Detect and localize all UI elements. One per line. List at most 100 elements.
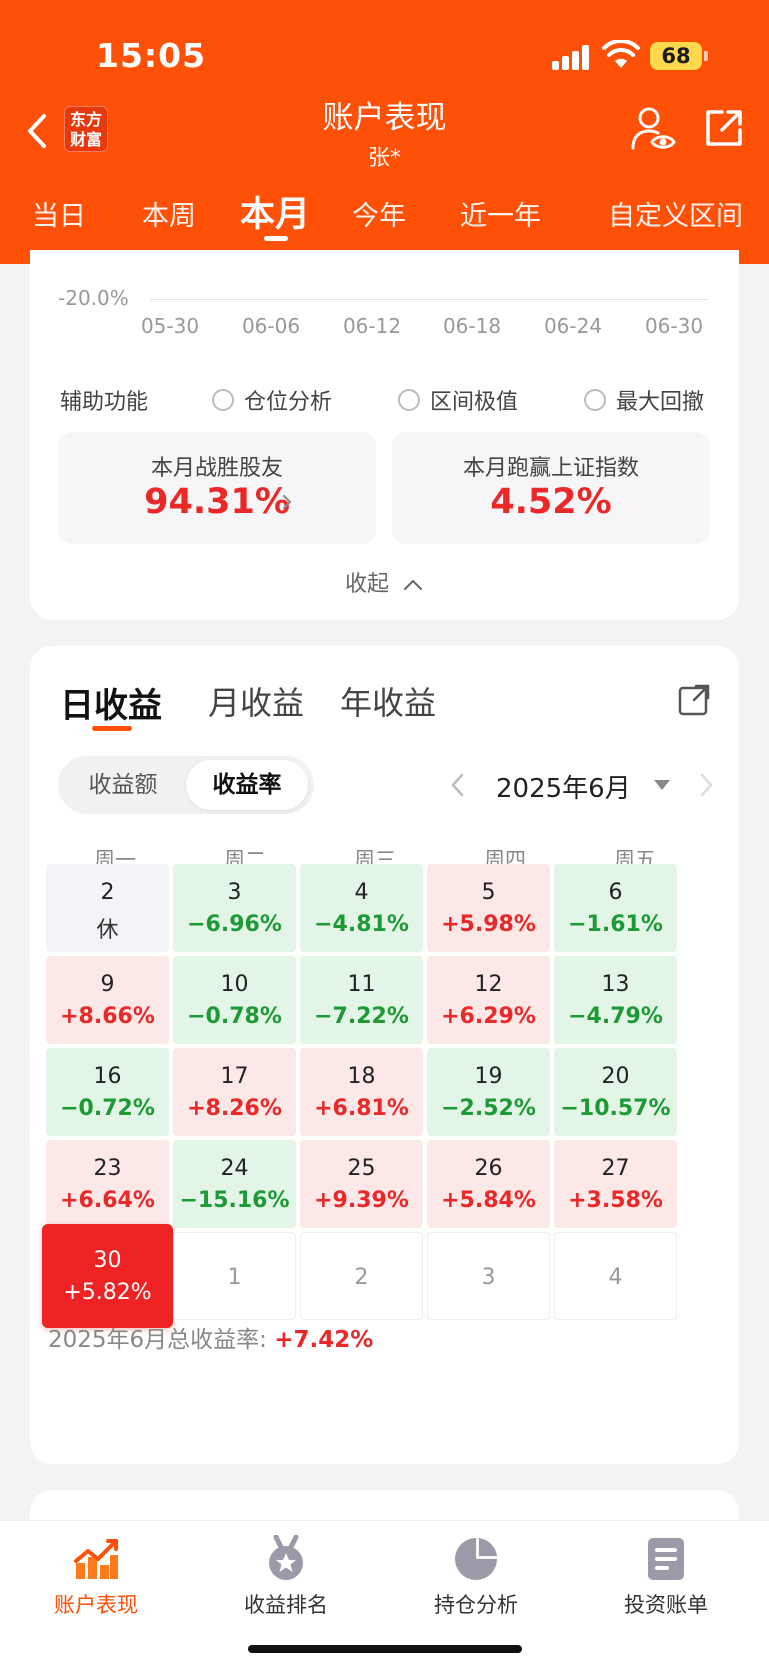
returns-calendar-card: 日收益 月收益 年收益 收益额 收益率 2025年6月 周一 周二 周三 周四 … (30, 646, 739, 1464)
day-number: 6 (608, 880, 623, 905)
day-number: 12 (474, 972, 503, 997)
tab-yearly-returns[interactable]: 年收益 (340, 684, 437, 722)
cellular-signal-icon (552, 44, 592, 70)
privacy-eye-icon[interactable] (628, 104, 678, 154)
page-title: 账户表现 (322, 100, 447, 136)
calendar-day[interactable]: 13 −4.79% (554, 956, 677, 1044)
pie-chart-icon (455, 1538, 497, 1580)
day-return: −0.78% (187, 1004, 282, 1029)
calendar-day[interactable]: 25 +9.39% (300, 1140, 423, 1228)
bottom-nav: 账户表现 收益排名 持仓分析 投资账单 (0, 1520, 769, 1665)
calendar-day-future: 4 (554, 1232, 677, 1320)
day-number: 18 (347, 1064, 376, 1089)
nav-investment-bill[interactable]: 投资账单 (586, 1535, 746, 1619)
day-return: −1.61% (568, 912, 663, 937)
day-return: +6.81% (314, 1096, 409, 1121)
next-month-button[interactable] (696, 770, 716, 800)
calendar-day[interactable]: 24 −15.16% (173, 1140, 296, 1228)
day-return: −6.96% (187, 912, 282, 937)
collapse-button[interactable]: 收起 (30, 566, 739, 598)
calendar-day-future: 3 (427, 1232, 550, 1320)
calendar-day[interactable]: 12 +6.29% (427, 956, 550, 1044)
calendar-day[interactable]: 30 +5.82% (42, 1224, 173, 1328)
metric-toggle: 收益额 收益率 (58, 756, 314, 814)
calendar-day[interactable]: 18 +6.81% (300, 1048, 423, 1136)
option-range-extremes[interactable]: 区间极值 (398, 384, 518, 416)
x-tick: 06-18 (442, 314, 502, 338)
day-number: 30 (93, 1248, 122, 1273)
tab-today[interactable]: 当日 (32, 201, 86, 232)
nav-return-ranking[interactable]: 收益排名 (206, 1535, 366, 1619)
medal-icon (269, 1535, 303, 1580)
month-total-value: +7.42% (274, 1327, 374, 1353)
day-number: 2 (354, 1265, 369, 1290)
toggle-amount[interactable]: 收益额 (88, 772, 158, 798)
day-return: −0.72% (60, 1096, 155, 1121)
day-return: −10.57% (560, 1096, 671, 1121)
nav-holdings-analysis[interactable]: 持仓分析 (396, 1535, 556, 1619)
aux-functions: 辅助功能 仓位分析 区间极值 最大回撤 (60, 382, 720, 418)
option-position-analysis[interactable]: 仓位分析 (212, 384, 332, 416)
back-button[interactable] (22, 108, 54, 154)
day-number: 2 (100, 880, 115, 905)
tab-custom-range[interactable]: 自定义区间 (608, 201, 743, 232)
day-number: 13 (601, 972, 630, 997)
calendar-day[interactable]: 26 +5.84% (427, 1140, 550, 1228)
active-tab-indicator (264, 236, 288, 241)
x-axis-ticks: 05-30 06-06 06-12 06-18 06-24 06-30 (130, 314, 730, 344)
beat-peers-stat[interactable]: 本月战胜股友 94.31% (58, 432, 376, 544)
calendar-day[interactable]: 27 +3.58% (554, 1140, 677, 1228)
day-number: 16 (93, 1064, 122, 1089)
share-icon[interactable] (676, 682, 712, 718)
calendar-day[interactable]: 3 −6.96% (173, 864, 296, 952)
day-return: +8.26% (187, 1096, 282, 1121)
calendar-day[interactable]: 19 −2.52% (427, 1048, 550, 1136)
prev-month-button[interactable] (448, 770, 468, 800)
x-tick: 06-06 (241, 314, 301, 338)
period-tabs: 当日 本周 本月 今年 近一年 自定义区间 (0, 180, 769, 250)
radio-icon (584, 389, 606, 411)
day-return: −4.81% (314, 912, 409, 937)
day-number: 20 (601, 1064, 630, 1089)
month-selector[interactable]: 2025年6月 (496, 774, 631, 804)
tab-monthly-returns[interactable]: 月收益 (208, 684, 305, 722)
calendar-day[interactable]: 9 +8.66% (46, 956, 169, 1044)
tab-last-year[interactable]: 近一年 (460, 201, 541, 232)
chevron-up-icon (404, 580, 422, 590)
tab-this-month[interactable]: 本月 (240, 195, 311, 235)
share-icon[interactable] (702, 106, 746, 150)
calendar-day[interactable]: 17 +8.26% (173, 1048, 296, 1136)
battery-indicator: 68 (650, 42, 708, 70)
stat-label: 本月战胜股友 (150, 456, 283, 481)
x-tick: 06-30 (644, 314, 704, 338)
tab-this-year[interactable]: 今年 (352, 201, 406, 232)
calendar-day[interactable]: 23 +6.64% (46, 1140, 169, 1228)
calendar-day[interactable]: 6 −1.61% (554, 864, 677, 952)
option-max-drawdown[interactable]: 最大回撤 (584, 384, 704, 416)
day-return: +5.82% (63, 1280, 152, 1305)
y-axis-label: -20.0% (58, 286, 129, 310)
eastmoney-logo: 东方 财富 (64, 106, 108, 152)
day-return: +5.84% (441, 1188, 536, 1213)
calendar-day-future: 2 (300, 1232, 423, 1320)
calendar-day[interactable]: 10 −0.78% (173, 956, 296, 1044)
calendar-day[interactable]: 20 −10.57% (554, 1048, 677, 1136)
tab-this-week[interactable]: 本周 (142, 201, 196, 232)
toggle-rate[interactable]: 收益率 (186, 760, 308, 810)
x-tick: 06-12 (342, 314, 402, 338)
calendar-day[interactable]: 4 −4.81% (300, 864, 423, 952)
day-number: 26 (474, 1156, 503, 1181)
tab-daily-returns[interactable]: 日收益 (60, 686, 162, 726)
caret-down-icon[interactable] (654, 780, 670, 790)
day-number: 17 (220, 1064, 249, 1089)
month-total-return: 2025年6月总收益率: +7.42% (48, 1327, 374, 1353)
calendar-day[interactable]: 16 −0.72% (46, 1048, 169, 1136)
nav-account-performance[interactable]: 账户表现 (16, 1535, 176, 1619)
day-number: 11 (347, 972, 376, 997)
day-return: 休 (96, 918, 119, 943)
day-return: +6.29% (441, 1004, 536, 1029)
calendar-day[interactable]: 11 −7.22% (300, 956, 423, 1044)
calendar-day[interactable]: 5 +5.98% (427, 864, 550, 952)
day-number: 3 (227, 880, 242, 905)
